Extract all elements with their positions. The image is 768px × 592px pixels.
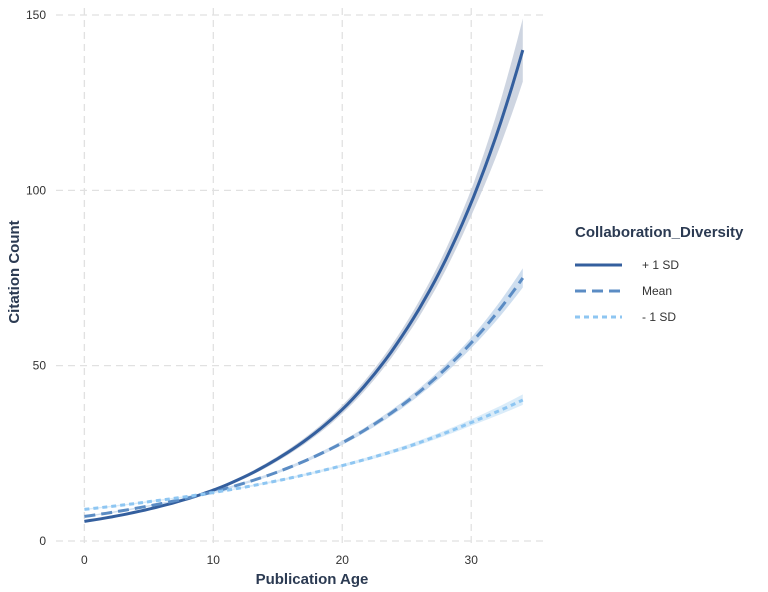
legend-label: Mean: [642, 284, 672, 298]
y-axis-title: Citation Count: [6, 220, 23, 323]
x-tick-label: 20: [336, 553, 350, 567]
confidence-band: [84, 394, 523, 511]
series-line: [84, 398, 524, 511]
confidence-band: [84, 268, 523, 518]
y-tick-label: 100: [26, 183, 46, 197]
y-tick-label: 50: [33, 359, 47, 373]
x-tick-label: 10: [207, 553, 221, 567]
legend-items: + 1 SD Mean - 1 SD: [575, 258, 679, 324]
legend-label: - 1 SD: [642, 310, 676, 324]
x-tick-label: 30: [465, 553, 479, 567]
legend-label: + 1 SD: [642, 258, 679, 272]
x-axis-ticks: 0 10 20 30: [81, 553, 478, 567]
series-line: [84, 277, 525, 518]
x-axis-title: Publication Age: [256, 571, 369, 588]
confidence-bands: [84, 18, 523, 523]
confidence-band: [84, 18, 523, 523]
y-tick-label: 150: [26, 8, 46, 22]
series-lines: [84, 49, 525, 523]
y-axis-ticks: 0 50 100 150: [26, 8, 46, 548]
y-tick-label: 0: [39, 534, 46, 548]
grid: [56, 8, 546, 548]
x-tick-label: 0: [81, 553, 88, 567]
legend-title: Collaboration_Diversity: [575, 224, 744, 241]
legend: Collaboration_Diversity + 1 SD Mean - 1 SD: [575, 224, 744, 324]
series-line: [84, 49, 525, 523]
